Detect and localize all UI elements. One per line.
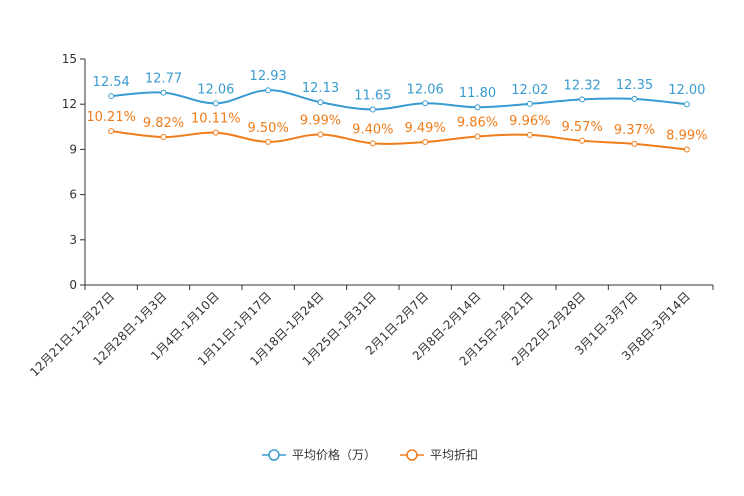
legend-label: 平均价格（万） bbox=[292, 447, 376, 462]
data-label: 9.49% bbox=[405, 121, 446, 136]
data-point[interactable] bbox=[212, 100, 219, 107]
data-point[interactable] bbox=[212, 129, 219, 136]
chart-legend[interactable]: 平均价格（万） 平均折扣 bbox=[262, 447, 478, 462]
data-label: 9.40% bbox=[352, 122, 393, 137]
data-point[interactable] bbox=[683, 101, 690, 108]
data-point[interactable] bbox=[317, 99, 324, 106]
data-label: 12.00 bbox=[668, 83, 705, 98]
series-1: 12.54 12.77 12.06 12.93 12.13 11.65 12.06 11.80… bbox=[93, 69, 705, 113]
data-point[interactable] bbox=[526, 100, 533, 107]
data-label: 12.13 bbox=[302, 81, 339, 96]
y-tick-label: 12 bbox=[62, 97, 77, 111]
y-tick-label: 15 bbox=[62, 52, 77, 66]
data-point[interactable] bbox=[579, 96, 586, 103]
x-tick-label: 12月21日-12月27日 bbox=[27, 289, 117, 379]
data-label: 9.86% bbox=[457, 115, 498, 130]
data-label: 12.06 bbox=[197, 82, 234, 97]
data-label: 12.06 bbox=[407, 82, 444, 97]
legend-marker-icon bbox=[406, 449, 418, 461]
data-label: 12.02 bbox=[511, 83, 548, 98]
y-tick-label: 0 bbox=[69, 278, 77, 292]
legend-label: 平均折扣 bbox=[430, 447, 478, 462]
data-label: 10.21% bbox=[86, 110, 136, 125]
data-label: 12.54 bbox=[93, 75, 130, 90]
data-point[interactable] bbox=[108, 128, 115, 135]
data-point[interactable] bbox=[160, 134, 167, 141]
data-point[interactable] bbox=[108, 93, 115, 100]
series-line bbox=[111, 130, 687, 151]
data-label: 12.35 bbox=[616, 78, 653, 93]
data-label: 11.80 bbox=[459, 86, 496, 101]
data-point[interactable] bbox=[579, 137, 586, 144]
legend-item-2[interactable]: 平均折扣 bbox=[400, 447, 478, 462]
data-point[interactable] bbox=[683, 146, 690, 153]
data-point[interactable] bbox=[474, 104, 481, 111]
data-point[interactable] bbox=[474, 133, 481, 140]
data-label: 12.93 bbox=[250, 69, 287, 84]
data-label: 9.82% bbox=[143, 116, 184, 131]
data-label: 12.32 bbox=[564, 78, 601, 93]
chart-series: 12.54 12.77 12.06 12.93 12.13 11.65 12.06 11.80… bbox=[86, 69, 707, 153]
data-label: 9.50% bbox=[248, 121, 289, 136]
data-point[interactable] bbox=[422, 139, 429, 146]
data-point[interactable] bbox=[265, 87, 272, 94]
data-point[interactable] bbox=[369, 106, 376, 113]
data-point[interactable] bbox=[422, 100, 429, 107]
data-point[interactable] bbox=[631, 95, 638, 102]
series-line bbox=[111, 89, 687, 111]
data-point[interactable] bbox=[317, 131, 324, 138]
series-2: 10.21% 9.82% 10.11% 9.50% 9.99% 9.40% 9.49% 9.8… bbox=[86, 110, 707, 153]
data-point[interactable] bbox=[369, 140, 376, 147]
data-point[interactable] bbox=[160, 89, 167, 96]
data-point[interactable] bbox=[631, 140, 638, 147]
data-label: 11.65 bbox=[354, 88, 391, 103]
y-tick-label: 6 bbox=[69, 188, 77, 202]
data-label: 9.99% bbox=[300, 113, 341, 128]
data-point[interactable] bbox=[265, 138, 272, 145]
y-tick-label: 3 bbox=[69, 233, 77, 247]
data-label: 10.11% bbox=[191, 112, 241, 127]
data-point[interactable] bbox=[526, 131, 533, 138]
data-label: 9.57% bbox=[562, 120, 603, 135]
data-label: 12.77 bbox=[145, 72, 182, 87]
legend-marker-icon bbox=[268, 449, 280, 461]
y-tick-label: 9 bbox=[69, 142, 77, 156]
data-label: 8.99% bbox=[666, 129, 707, 144]
data-label: 9.96% bbox=[509, 114, 550, 129]
data-label: 9.37% bbox=[614, 123, 655, 138]
legend-item-1[interactable]: 平均价格（万） bbox=[262, 447, 376, 462]
